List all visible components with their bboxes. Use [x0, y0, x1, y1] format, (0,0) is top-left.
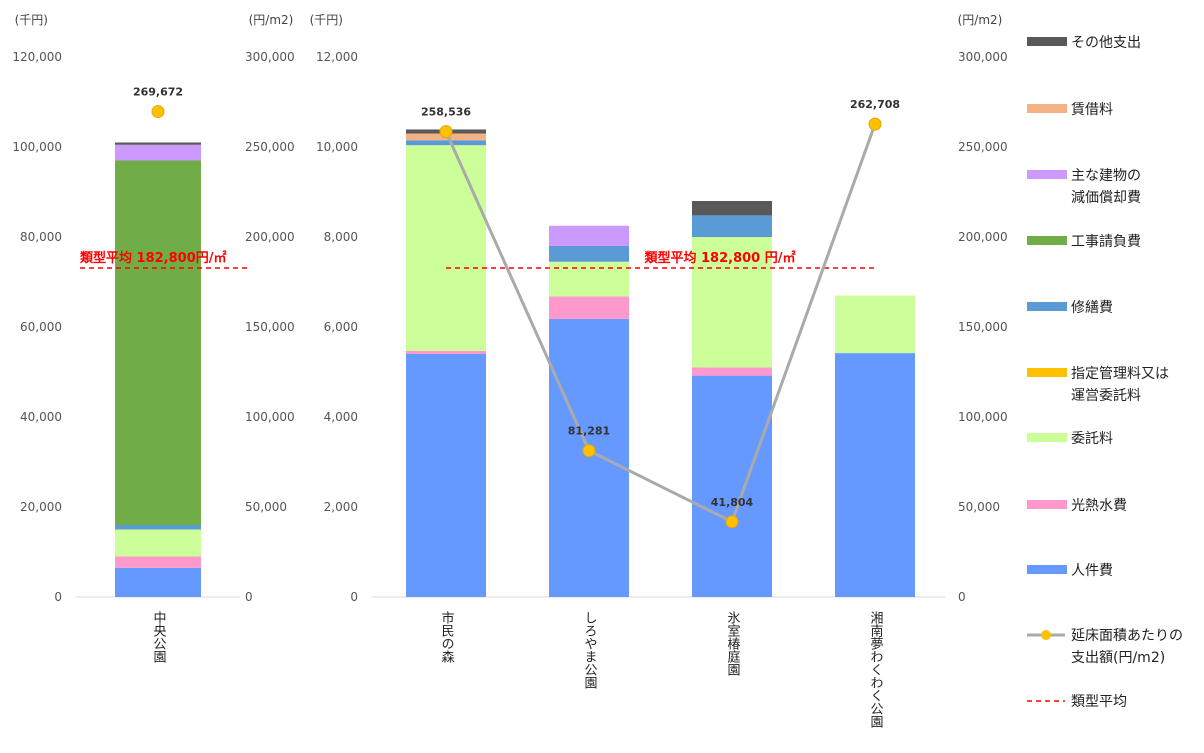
legend-swatch-shitei — [1027, 368, 1067, 377]
legend-label-average: 類型平均 — [1071, 694, 1127, 710]
bar-segment-kounetsu — [406, 350, 486, 354]
legend-swatch-marker — [1041, 630, 1051, 640]
bar-segment-shuzen — [406, 140, 486, 146]
legend-label-chinshaku: 賃借料 — [1071, 102, 1113, 118]
bar-segment-itaku — [406, 145, 486, 351]
bar-segment-itaku — [115, 529, 201, 557]
y-right-tick-label: 200,000 — [245, 230, 295, 244]
y-right-unit-label: (円/m2) — [249, 13, 294, 27]
y-left-tick-label: 0 — [54, 590, 62, 604]
category-label: しろやま公園 — [582, 611, 598, 689]
bar-segment-jinken — [406, 354, 486, 597]
y-left-tick-label: 0 — [350, 590, 358, 604]
per-area-cost-data-label: 41,804 — [711, 496, 754, 509]
bar-segment-shuzen — [115, 525, 201, 530]
legend-label-jinken: 人件費 — [1071, 563, 1113, 579]
bar-segment-shuzen — [549, 246, 629, 262]
bar-segment-itaku — [692, 237, 772, 368]
y-right-tick-label: 0 — [958, 590, 966, 604]
legend-label-sonota: その他支出 — [1071, 35, 1141, 51]
y-right-tick-label: 200,000 — [958, 230, 1008, 244]
legend-swatch-kounetsu — [1027, 500, 1067, 509]
y-right-tick-label: 100,000 — [245, 410, 295, 424]
y-right-tick-label: 50,000 — [958, 500, 1000, 514]
bar-segment-jinken — [692, 375, 772, 597]
legend-swatch-chinshaku — [1027, 104, 1067, 113]
legend-label-line: 支出額(円/m2) — [1071, 650, 1165, 666]
per-area-cost-data-label: 262,708 — [850, 98, 900, 111]
category-label: 中央公園 — [151, 611, 167, 663]
y-left-unit-label: (千円) — [15, 13, 48, 27]
bar-segment-jinken — [115, 567, 201, 597]
per-area-cost-data-label: 81,281 — [568, 425, 610, 438]
bar-segment-sonota — [115, 142, 201, 145]
legend-swatch-shuzen — [1027, 302, 1067, 311]
category-label: 市民の森 — [439, 610, 455, 663]
y-right-tick-label: 50,000 — [245, 500, 287, 514]
bar-segment-genka — [549, 225, 629, 246]
per-area-cost-data-label: 258,536 — [421, 106, 471, 119]
y-right-tick-label: 250,000 — [245, 140, 295, 154]
bar-segment-itaku — [549, 261, 629, 297]
per-area-cost-point — [868, 117, 882, 131]
legend-swatch-sonota — [1027, 37, 1067, 46]
legend-label-shuzen: 修繕費 — [1071, 300, 1113, 316]
legend-label-genka: 減価償却費 — [1071, 189, 1141, 206]
legend-label-itaku: 委託料 — [1071, 431, 1113, 447]
bar-segment-sonota — [692, 201, 772, 216]
legend-label-kouji: 工事請負費 — [1071, 234, 1141, 250]
y-right-tick-label: 250,000 — [958, 140, 1008, 154]
y-left-tick-label: 100,000 — [12, 140, 62, 154]
y-left-tick-label: 20,000 — [20, 500, 62, 514]
per-area-cost-data-label: 269,672 — [133, 86, 183, 99]
y-right-tick-label: 0 — [245, 590, 253, 604]
average-label: 類型平均 182,800円/㎡ — [79, 250, 227, 266]
y-left-tick-label: 2,000 — [324, 500, 358, 514]
legend-label-genka: 主な建物の — [1071, 168, 1141, 184]
y-right-tick-label: 150,000 — [245, 320, 295, 334]
y-left-tick-label: 4,000 — [324, 410, 358, 424]
y-left-tick-label: 60,000 — [20, 320, 62, 334]
legend-label-shitei: 運営委託料 — [1071, 388, 1141, 404]
per-area-cost-point — [439, 125, 453, 139]
per-area-cost-point — [725, 515, 739, 529]
y-left-tick-label: 12,000 — [316, 50, 358, 64]
y-left-tick-label: 6,000 — [324, 320, 358, 334]
y-right-unit-label: (円/m2) — [958, 13, 1003, 27]
legend-swatch-genka — [1027, 170, 1067, 179]
y-right-tick-label: 100,000 — [958, 410, 1008, 424]
legend-swatch-kouji — [1027, 236, 1067, 245]
y-left-tick-label: 80,000 — [20, 230, 62, 244]
bar-segment-jinken — [835, 353, 915, 597]
category-label: 氷室椿庭園 — [725, 611, 741, 676]
bar-segment-jinken — [549, 318, 629, 597]
y-right-tick-label: 300,000 — [245, 50, 295, 64]
per-area-cost-line — [444, 123, 877, 524]
category-label: 湘南夢わくわく公園 — [868, 611, 884, 728]
y-left-unit-label: (千円) — [310, 13, 343, 27]
bar-segment-kounetsu — [115, 556, 201, 568]
legend-label-kounetsu: 光熱水費 — [1071, 498, 1127, 514]
y-left-tick-label: 10,000 — [316, 140, 358, 154]
per-area-cost-point — [151, 105, 165, 119]
bar-segment-shuzen — [692, 215, 772, 237]
y-right-tick-label: 150,000 — [958, 320, 1008, 334]
per-area-cost-point — [582, 444, 596, 458]
bar-segment-kounetsu — [549, 296, 629, 319]
bar-segment-kouji — [115, 160, 201, 525]
average-label: 類型平均 182,800 円/㎡ — [643, 250, 795, 266]
legend-swatch-jinken — [1027, 565, 1067, 574]
legend-swatch-itaku — [1027, 433, 1067, 442]
bar-segment-itaku — [835, 295, 915, 354]
bar-segment-kounetsu — [692, 367, 772, 376]
legend-label-shitei: 指定管理料又は — [1071, 366, 1169, 382]
y-left-tick-label: 40,000 — [20, 410, 62, 424]
y-right-tick-label: 300,000 — [958, 50, 1008, 64]
legend-label-line: 延床面積あたりの — [1071, 628, 1183, 644]
bar-segment-genka — [115, 144, 201, 161]
y-left-tick-label: 8,000 — [324, 230, 358, 244]
y-left-tick-label: 120,000 — [12, 50, 62, 64]
